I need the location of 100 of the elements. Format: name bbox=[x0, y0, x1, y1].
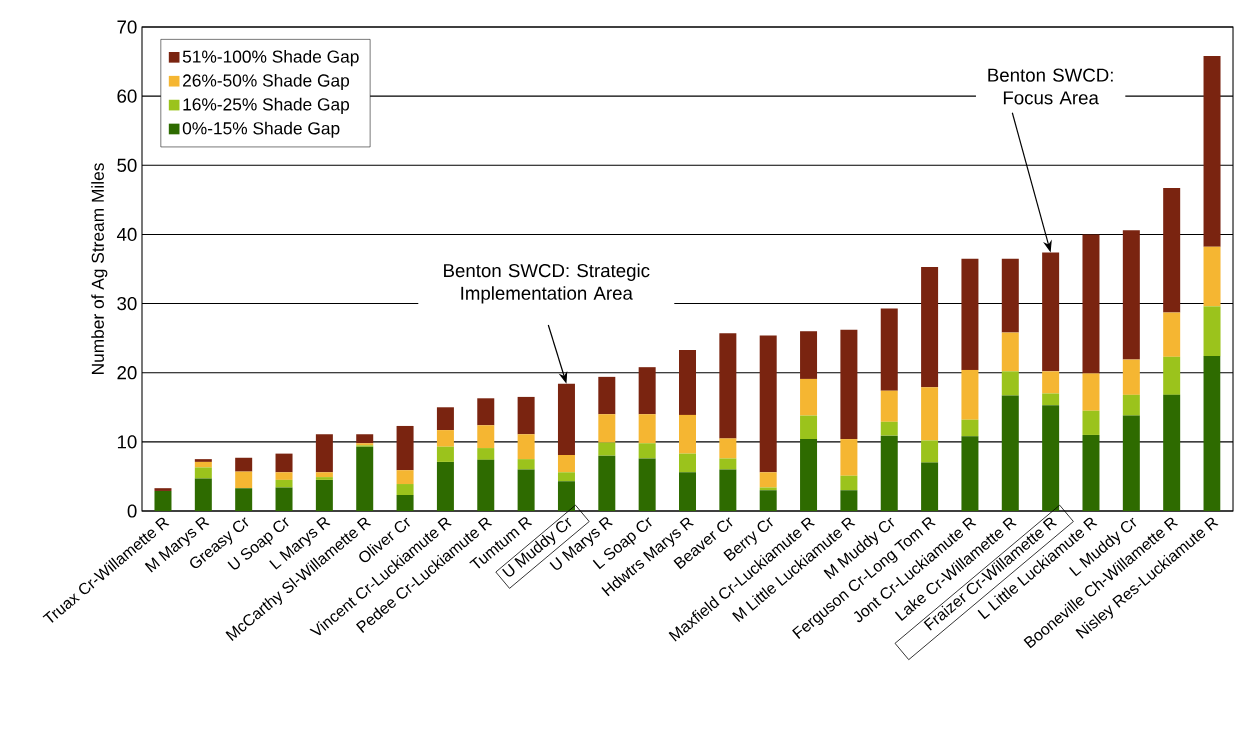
bar bbox=[1082, 373, 1100, 411]
bar bbox=[1001, 258, 1019, 333]
bar bbox=[1042, 405, 1060, 511]
bar bbox=[517, 434, 535, 460]
bar bbox=[1001, 332, 1019, 372]
bar bbox=[396, 495, 414, 511]
bar bbox=[1203, 56, 1221, 247]
y-tick-label: 60 bbox=[117, 89, 137, 103]
bar bbox=[1082, 234, 1100, 374]
bar bbox=[315, 477, 333, 480]
bar bbox=[800, 439, 818, 511]
bar bbox=[598, 442, 616, 456]
bar bbox=[759, 472, 777, 488]
bar bbox=[477, 425, 495, 449]
bar bbox=[1042, 393, 1060, 406]
bar bbox=[436, 461, 454, 511]
bar bbox=[436, 430, 454, 447]
bar bbox=[477, 459, 495, 511]
bar bbox=[1203, 246, 1221, 307]
bar bbox=[235, 471, 253, 489]
y-tick-label: 40 bbox=[116, 227, 137, 242]
bar bbox=[1082, 410, 1100, 435]
bar bbox=[477, 448, 495, 460]
bar bbox=[275, 472, 293, 480]
bar bbox=[517, 396, 535, 435]
bar bbox=[275, 453, 293, 473]
bar bbox=[598, 414, 616, 443]
bar bbox=[638, 367, 656, 415]
bar bbox=[921, 462, 939, 511]
bar bbox=[235, 488, 253, 511]
bar bbox=[921, 387, 939, 441]
bar bbox=[840, 439, 858, 476]
bar bbox=[598, 376, 616, 415]
bar bbox=[1082, 434, 1100, 511]
bar bbox=[719, 469, 737, 511]
bar bbox=[1122, 394, 1140, 416]
bar bbox=[638, 414, 656, 444]
bar bbox=[759, 335, 777, 473]
bar bbox=[356, 434, 374, 444]
bar bbox=[557, 481, 575, 511]
bar bbox=[275, 479, 293, 488]
y-tick-label: 30 bbox=[117, 296, 137, 311]
annotation: Benton SWCD: Strategic Implementation Area bbox=[444, 263, 650, 304]
legend-label: 0%-15% Shade Gap bbox=[182, 121, 340, 138]
bar bbox=[1001, 395, 1019, 511]
bar bbox=[759, 487, 777, 491]
bar bbox=[759, 490, 777, 511]
bar bbox=[961, 369, 979, 420]
bar bbox=[235, 457, 253, 472]
y-tick-label: 0 bbox=[127, 504, 137, 518]
bar bbox=[154, 490, 172, 511]
bar bbox=[315, 472, 333, 478]
bar bbox=[436, 407, 454, 431]
bar bbox=[679, 349, 696, 415]
bar bbox=[719, 458, 737, 470]
bar bbox=[840, 490, 858, 511]
y-tick-label: 50 bbox=[117, 158, 137, 172]
bar bbox=[1122, 415, 1140, 511]
bar bbox=[961, 419, 979, 437]
bar bbox=[1001, 371, 1019, 396]
bar bbox=[961, 436, 979, 511]
bar bbox=[396, 425, 414, 471]
y-axis-title: Number of Ag Stream Miles bbox=[91, 163, 108, 375]
bar bbox=[1203, 356, 1221, 511]
bar bbox=[1163, 188, 1181, 313]
bar bbox=[921, 266, 939, 388]
legend-label: 51%-100% Shade Gap bbox=[182, 50, 359, 67]
bar bbox=[194, 459, 212, 462]
bar bbox=[1163, 394, 1181, 511]
bar bbox=[194, 461, 212, 468]
bar bbox=[880, 390, 898, 422]
bar bbox=[1122, 230, 1140, 360]
bar bbox=[961, 258, 979, 370]
legend-label: 16%-25% Shade Gap bbox=[183, 97, 350, 114]
bar bbox=[194, 478, 212, 511]
bar bbox=[638, 458, 656, 511]
bar bbox=[1122, 359, 1140, 395]
bar bbox=[315, 479, 333, 511]
bar bbox=[638, 443, 656, 459]
bar bbox=[557, 454, 575, 473]
bar bbox=[396, 484, 414, 496]
y-tick-label: 10 bbox=[117, 435, 137, 449]
bar bbox=[679, 414, 696, 454]
legend-label: 26%-50% Shade Gap bbox=[183, 73, 350, 91]
bar bbox=[396, 470, 414, 485]
bar bbox=[517, 469, 535, 511]
bar bbox=[598, 455, 616, 511]
bar bbox=[840, 329, 858, 440]
bar bbox=[880, 435, 898, 511]
bar bbox=[800, 378, 818, 416]
bar bbox=[1042, 371, 1060, 394]
bar bbox=[315, 434, 333, 473]
bar bbox=[719, 438, 737, 459]
y-tick-label: 20 bbox=[117, 366, 137, 380]
bar bbox=[1203, 306, 1221, 357]
bar bbox=[880, 308, 898, 391]
bar bbox=[800, 331, 818, 379]
y-tick-label: 70 bbox=[117, 20, 137, 34]
bar bbox=[679, 472, 696, 511]
annotation: Benton SWCD: Focus Area bbox=[988, 68, 1113, 105]
